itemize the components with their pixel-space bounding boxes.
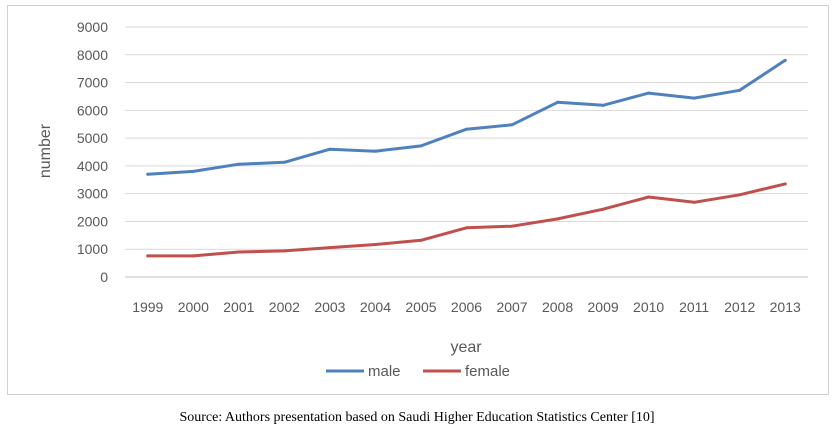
x-tick-label: 1999 [132, 299, 163, 315]
data-point-male [146, 172, 150, 176]
y-tick-label: 9000 [77, 19, 108, 35]
data-point-female [510, 224, 514, 228]
legend-label-male: male [368, 363, 401, 380]
data-point-female [191, 254, 195, 258]
y-tick-labels: 0 1000 2000 3000 4000 5000 6000 7000 8000 9000 [77, 19, 108, 285]
y-axis-title: number [37, 123, 54, 178]
series-lines [146, 58, 787, 258]
series-line-male [146, 58, 787, 176]
data-point-male [556, 100, 560, 104]
data-point-male [328, 147, 332, 151]
data-point-male [738, 88, 742, 92]
x-tick-label: 2002 [269, 299, 300, 315]
data-point-female [237, 250, 241, 254]
line-chart: 0 1000 2000 3000 4000 5000 6000 7000 8000 9000 19… [37, 19, 808, 380]
x-tick-label: 2006 [451, 299, 482, 315]
x-tick-label: 2013 [770, 299, 801, 315]
data-point-male [373, 149, 377, 153]
x-tick-label: 2005 [405, 299, 436, 315]
data-point-male [191, 169, 195, 173]
y-tick-label: 1000 [77, 241, 108, 257]
y-tick-label: 2000 [77, 213, 108, 229]
x-tick-label: 2010 [633, 299, 664, 315]
data-point-male [510, 123, 514, 127]
data-point-female [556, 217, 560, 221]
source-caption: Source: Authors presentation based on Sa… [179, 410, 655, 425]
data-point-male [601, 103, 605, 107]
x-tick-label: 2011 [679, 299, 709, 315]
data-point-female [601, 207, 605, 211]
y-tick-label: 6000 [77, 102, 108, 118]
data-point-male [783, 58, 787, 62]
y-tick-label: 4000 [77, 158, 108, 174]
x-tick-label: 2003 [314, 299, 345, 315]
data-point-female [146, 254, 150, 258]
data-point-female [373, 243, 377, 246]
x-tick-label: 2008 [542, 299, 573, 315]
data-point-female [328, 246, 332, 250]
y-tick-label: 0 [100, 269, 108, 285]
y-tick-label: 3000 [77, 186, 108, 202]
data-point-female [738, 193, 742, 197]
data-point-male [465, 127, 468, 131]
series-line-female [146, 182, 787, 258]
y-tick-label: 7000 [77, 75, 108, 91]
x-tick-label: 2012 [724, 299, 755, 315]
x-axis-title: year [450, 339, 482, 356]
data-point-female [647, 195, 651, 199]
y-tick-label: 8000 [77, 47, 108, 63]
data-point-female [419, 238, 423, 242]
x-tick-label: 2004 [360, 299, 391, 315]
data-point-female [692, 200, 696, 204]
data-point-male [692, 96, 696, 100]
x-tick-labels: 1999 2000 2001 2002 2003 2004 2005 2006 2007 2008… [132, 299, 801, 315]
legend-label-female: female [465, 363, 510, 380]
x-tick-label: 2009 [588, 299, 619, 315]
x-tick-label: 2001 [223, 299, 254, 315]
data-point-female [783, 182, 787, 186]
data-point-male [419, 144, 423, 148]
x-tick-label: 2000 [178, 299, 209, 315]
x-tick-label: 2007 [496, 299, 527, 315]
legend: male female [326, 363, 510, 380]
data-point-male [237, 162, 241, 166]
data-point-female [282, 249, 286, 253]
y-tick-label: 5000 [77, 130, 108, 146]
gridlines [125, 26, 808, 278]
data-point-male [647, 91, 651, 95]
chart-frame [7, 5, 829, 395]
data-point-male [282, 160, 286, 164]
data-point-female [465, 226, 468, 230]
